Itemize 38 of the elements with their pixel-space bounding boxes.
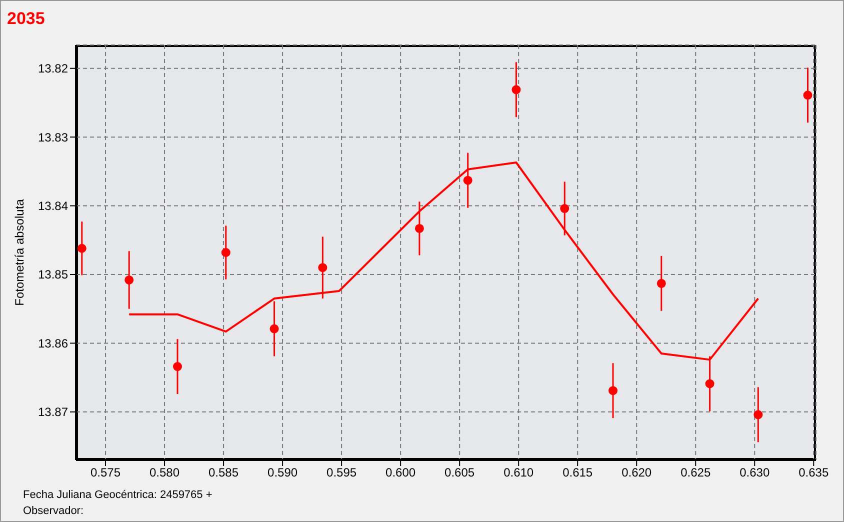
y-tick-label: 13.86 (38, 336, 68, 350)
point (124, 275, 134, 284)
point (705, 379, 714, 388)
y-tick-label: 13.83 (38, 130, 68, 144)
point (608, 386, 618, 396)
y-tick-label: 13.82 (38, 62, 68, 76)
point (221, 248, 230, 257)
point (754, 410, 763, 420)
chart-title: 2035 (7, 9, 45, 29)
y-tick-label: 13.84 (38, 199, 68, 214)
x-tick-label: 0.610 (504, 466, 534, 480)
x-tick-label: 0.605 (444, 466, 475, 480)
x-axis-title: Fecha Juliana Geocéntrica: 2459765 + (23, 489, 212, 501)
x-tick-label: 0.625 (680, 466, 711, 480)
point (463, 176, 472, 185)
x-tick-label: 0.630 (740, 466, 770, 480)
point (803, 90, 812, 100)
x-tick-label: 0.575 (90, 466, 121, 480)
y-tick-label: 13.85 (38, 268, 68, 282)
point (270, 324, 279, 334)
x-tick-label: 0.620 (622, 466, 652, 480)
point (560, 204, 570, 214)
point (318, 263, 328, 272)
point (77, 244, 86, 253)
point (173, 362, 182, 372)
y-axis-title: Fotometría absoluta (12, 198, 26, 306)
x-tick-label: 0.590 (268, 466, 298, 480)
x-tick-label: 0.600 (386, 466, 416, 480)
x-tick-label: 0.585 (208, 466, 239, 480)
x-tick-label: 0.580 (150, 466, 180, 480)
point (656, 278, 666, 288)
x-tick-label: 0.595 (326, 466, 357, 480)
x-tick-label: 0.635 (798, 466, 829, 480)
text: Observador: (23, 505, 84, 517)
x-tick-label: 0.615 (562, 466, 593, 480)
point (414, 224, 424, 233)
point (512, 85, 521, 94)
y-tick-label: 13.87 (38, 405, 68, 420)
